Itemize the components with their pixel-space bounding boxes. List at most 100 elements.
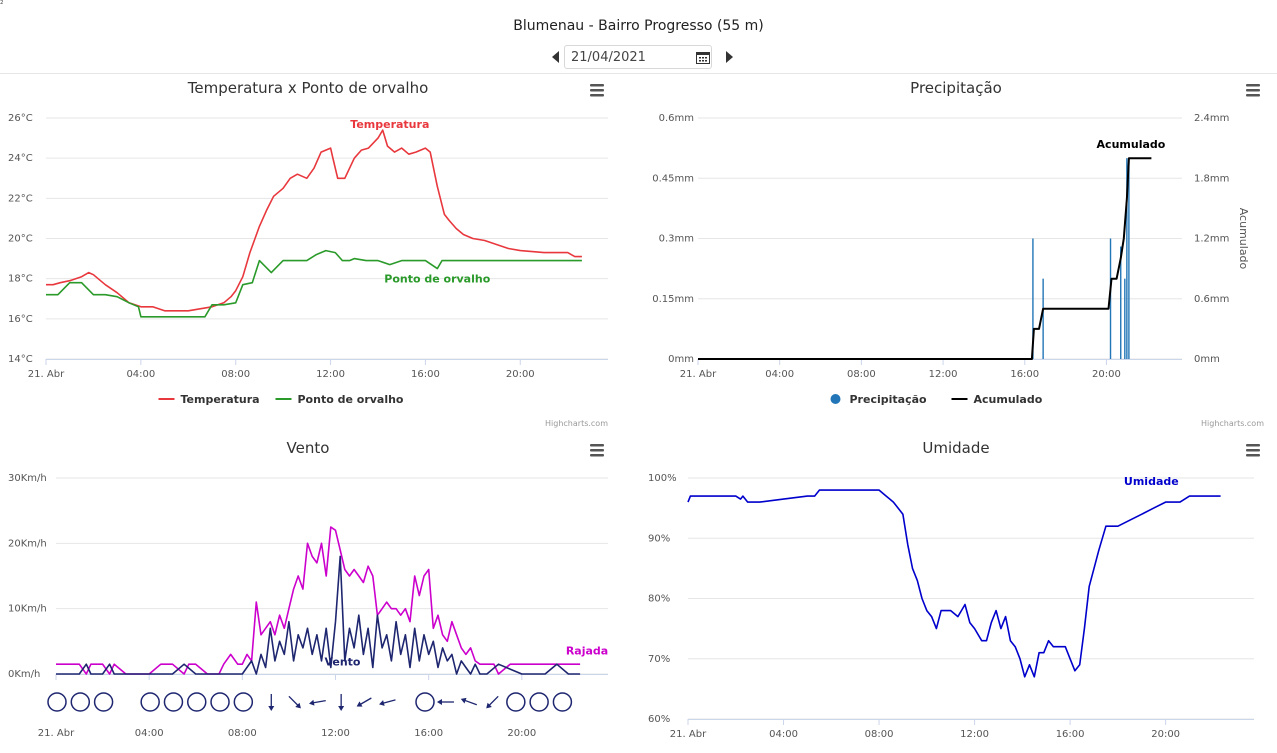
series-umidade <box>687 489 1221 678</box>
chart-menu-icon[interactable] <box>1246 84 1260 97</box>
data-label: Acumulado <box>1097 138 1166 151</box>
legend-item[interactable]: Precipitação <box>830 393 928 406</box>
x-tick-label: 12:00 <box>960 729 989 740</box>
precip-bar[interactable] <box>1120 246 1122 359</box>
wind-chart: Vento 0Km/h 10Km/h 20Km/h 30Km/h 21. Abr 04:00… <box>0 434 616 752</box>
chart-menu-icon[interactable] <box>1246 444 1260 457</box>
data-label: Temperatura <box>350 118 429 131</box>
page-title: Blumenau - Bairro Progresso (55 m) <box>513 18 764 34</box>
y-tick-label: 20°C <box>8 234 33 245</box>
calendar-icon[interactable] <box>696 51 710 64</box>
series-acumulado <box>698 157 1152 360</box>
menu-bar <box>1246 84 1260 87</box>
y-tick-label: 0.6mm <box>659 113 694 124</box>
legend: Temperatura Ponto de orvalho <box>158 393 404 406</box>
legend-item[interactable]: Temperatura <box>158 393 260 406</box>
series-ponto-de-orvalho <box>46 249 582 318</box>
legend-item[interactable]: Ponto de orvalho <box>275 393 404 406</box>
y2-tick-label: 2.4mm <box>1194 113 1229 124</box>
y2-tick-label: 0mm <box>1194 354 1220 365</box>
arrow-shaft <box>358 697 372 706</box>
y-tick-label: 18°C <box>8 274 33 285</box>
humidity-chart: Umidade 60% 70% 80% 90% 100% 21. Abr 04:00 08:00… <box>640 434 1272 752</box>
calm-circle-icon <box>140 692 160 712</box>
wind-arrow-icon <box>288 695 301 709</box>
x-tick-label: 16:00 <box>1056 729 1085 740</box>
x-tick-label: 16:00 <box>1010 369 1039 380</box>
y-tick-label: 30Km/h <box>8 473 47 484</box>
y-tick-label: 0.3mm <box>659 234 694 245</box>
y-tick-label: 90% <box>648 533 670 544</box>
y-tick-label: 22°C <box>8 193 33 204</box>
credits-link[interactable]: Highcharts.com <box>1201 419 1264 428</box>
calm-circle-icon <box>47 692 67 712</box>
menu-bar <box>1246 444 1260 447</box>
calm-circle-icon <box>506 692 526 712</box>
calm-circle-icon <box>210 692 230 712</box>
precip-bar[interactable] <box>1124 278 1126 359</box>
series-line[interactable] <box>56 555 581 675</box>
precip-bar[interactable] <box>1032 238 1034 360</box>
y-tick-label: 0.45mm <box>652 173 694 184</box>
precip-bar[interactable] <box>1042 278 1044 359</box>
x-tick-label: 20:00 <box>1092 369 1121 380</box>
calm-circle-icon <box>186 692 207 712</box>
series-line[interactable] <box>698 157 1152 360</box>
precip-bar[interactable] <box>1128 158 1130 359</box>
legend: Precipitação Acumulado <box>830 393 1043 406</box>
chart-title: Precipitação <box>910 79 1002 97</box>
wind-arrow-icon <box>338 694 345 711</box>
prev-day-arrow-icon[interactable] <box>552 51 559 63</box>
chart-title: Umidade <box>922 439 989 457</box>
arrow-head <box>486 702 492 709</box>
precip-bar[interactable] <box>1126 158 1128 359</box>
precip-bar[interactable] <box>1109 238 1112 360</box>
arrow-shaft <box>487 695 499 707</box>
chart-menu-icon[interactable] <box>590 84 604 97</box>
next-day-arrow-icon[interactable] <box>726 51 733 63</box>
data-label: Vento <box>324 656 360 669</box>
data-label: Ponto de orvalho <box>384 273 490 286</box>
wind-arrow-icon <box>268 694 275 711</box>
arrow-shaft <box>311 699 326 704</box>
precipitation-chart: Precipitação 0mm 0.15mm 0.3mm 0.45mm 0.6mm 0mm… <box>640 74 1272 430</box>
calm-circle-icon <box>233 692 254 712</box>
menu-bar <box>1246 94 1260 97</box>
x-tick-label: 21. Abr <box>680 369 717 380</box>
y2-axis-title: Acumulado <box>1237 208 1250 270</box>
wind-arrow-icon <box>308 699 326 706</box>
legend-label: Acumulado <box>974 393 1043 406</box>
arrow-head <box>356 701 363 707</box>
arrow-head <box>308 699 315 706</box>
series-line[interactable] <box>687 489 1221 678</box>
calm-circle-icon <box>93 692 114 712</box>
y-tick-label: 60% <box>648 714 670 725</box>
menu-bar <box>590 89 604 92</box>
wind-arrow-icon <box>486 695 499 709</box>
menu-bar <box>590 444 604 447</box>
series-line[interactable] <box>46 249 582 318</box>
x-tick-label: 20:00 <box>507 728 536 739</box>
x-tick-label: 21. Abr <box>38 728 75 739</box>
menu-bar <box>590 454 604 457</box>
date-navigator <box>550 45 740 71</box>
x-tick-label: 08:00 <box>847 369 876 380</box>
date-input[interactable] <box>564 45 712 69</box>
series-line[interactable] <box>46 129 582 312</box>
menu-bar <box>1246 454 1260 457</box>
data-label: Rajada <box>566 644 608 657</box>
arrow-head <box>338 706 345 711</box>
top-divider <box>0 73 1277 74</box>
y-tick-label: 14°C <box>8 354 33 365</box>
x-tick-label: 16:00 <box>414 728 443 739</box>
series-line[interactable] <box>56 526 581 675</box>
chart-menu-icon[interactable] <box>590 444 604 457</box>
y-tick-label: 70% <box>648 654 670 665</box>
menu-bar <box>590 84 604 87</box>
arrow-shaft <box>381 699 396 705</box>
credits-link[interactable]: Highcharts.com <box>545 419 608 428</box>
wind-arrow-icon <box>436 699 454 705</box>
legend-item[interactable]: Acumulado <box>951 393 1043 406</box>
wind-arrow-icon <box>460 697 477 706</box>
arrow-head <box>379 700 385 706</box>
